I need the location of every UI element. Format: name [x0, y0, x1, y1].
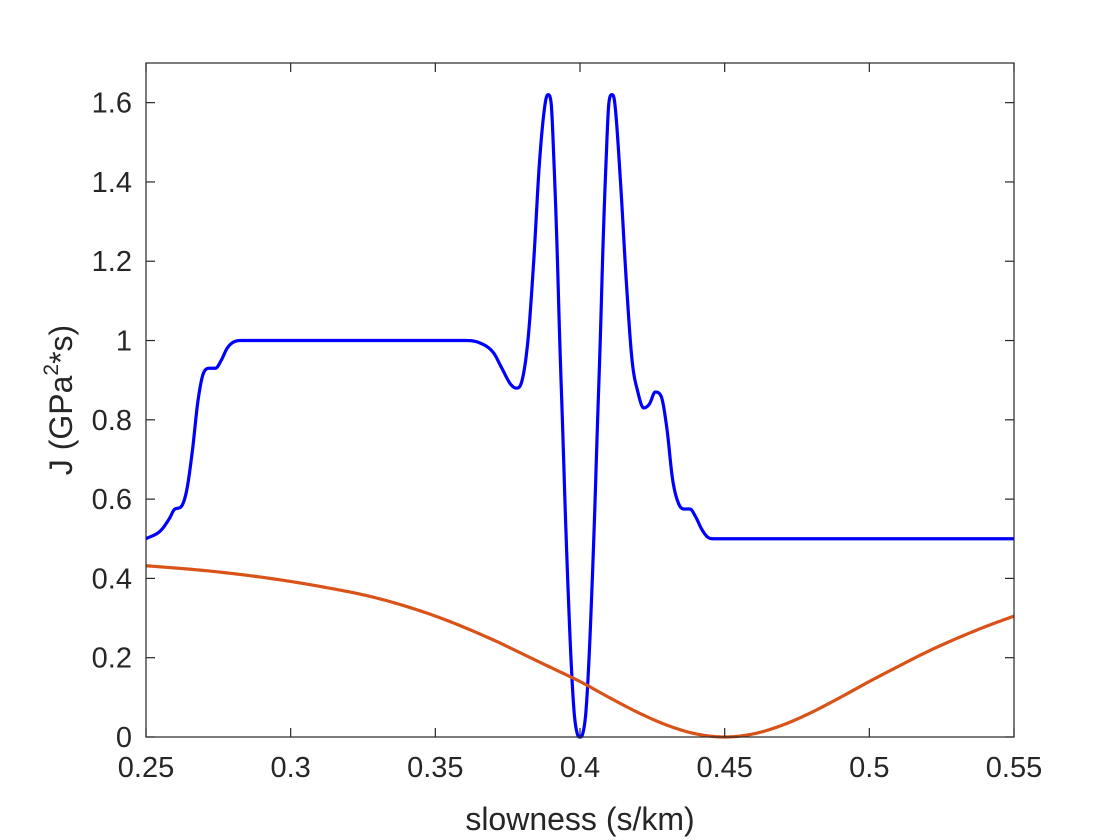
x-tick-label: 0.3	[271, 752, 311, 784]
y-tick-label: 0.4	[92, 563, 132, 595]
y-axis-title-base: J (GPa	[43, 375, 79, 475]
y-axis-title-superscript: 2	[40, 364, 63, 376]
x-tick-label: 0.25	[118, 752, 174, 784]
y-tick-label: 0.6	[92, 484, 132, 516]
y-tick-label: 0.2	[92, 643, 132, 675]
y-tick-label: 0	[116, 722, 132, 754]
series-line-1	[145, 93, 1014, 739]
series-layer	[145, 93, 1015, 739]
y-tick-label: 1.2	[92, 246, 132, 278]
x-tick-label: 0.35	[407, 752, 463, 784]
x-tick-label: 0.4	[560, 752, 600, 784]
x-axis-title: slowness (s/km)	[465, 801, 694, 837]
series-line-2	[145, 564, 1015, 739]
y-tick-label: 1.6	[92, 88, 132, 120]
y-tick-label: 1	[116, 326, 132, 358]
x-tick-label: 0.45	[696, 752, 752, 784]
x-tick-label: 0.5	[849, 752, 889, 784]
y-axis-title: J (GPa2*s)	[40, 325, 79, 475]
tick-layer: 0.25 0.3 0.35 0.4 0.45 0.5 0.55 0 0.2 0.4 0.6 0.8 1 1…	[92, 63, 1042, 784]
x-tick-label: 0.55	[986, 752, 1042, 784]
y-tick-label: 0.8	[92, 405, 132, 437]
y-tick-label: 1.4	[92, 167, 132, 199]
y-axis-title-suffix: *s)	[43, 325, 79, 364]
